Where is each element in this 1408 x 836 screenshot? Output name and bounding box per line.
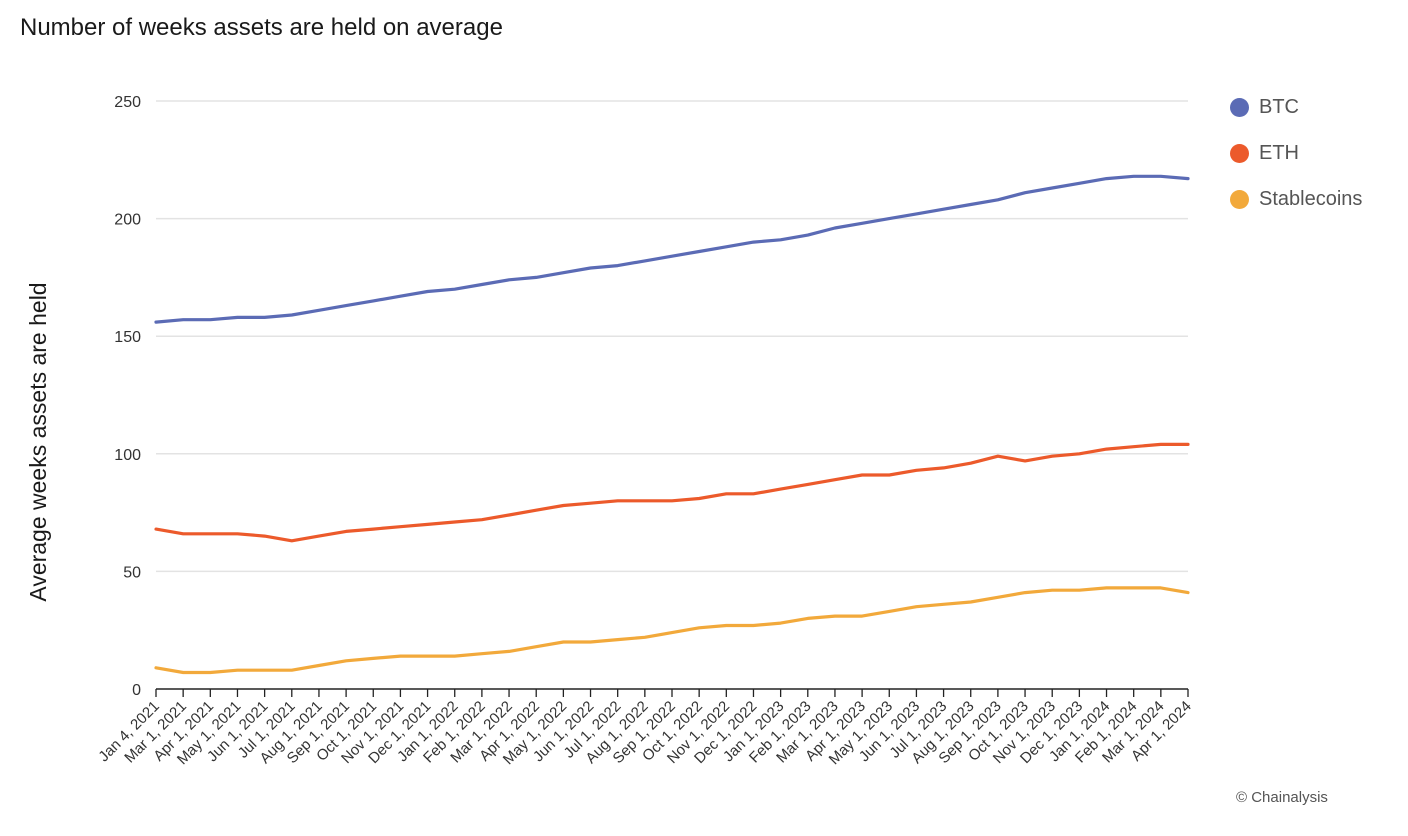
legend-dot-icon (1230, 143, 1249, 163)
legend-item-eth[interactable]: ETH (1230, 130, 1362, 176)
legend: BTC ETH Stablecoins (1230, 84, 1362, 222)
y-tick-label: 0 (132, 682, 141, 699)
legend-item-stablecoins[interactable]: Stablecoins (1230, 176, 1362, 222)
legend-dot-icon (1230, 189, 1249, 209)
y-tick-label: 150 (114, 329, 141, 346)
y-tick-label: 50 (123, 564, 141, 581)
legend-label: ETH (1259, 141, 1299, 164)
legend-label: BTC (1259, 95, 1299, 118)
y-axis-ticks: 0 50 100 150 200 250 (114, 94, 141, 699)
series-line-eth[interactable] (154, 442, 1190, 543)
legend-item-btc[interactable]: BTC (1230, 84, 1362, 130)
series-line-btc[interactable] (154, 174, 1190, 324)
legend-dot-icon (1230, 97, 1249, 117)
legend-label: Stablecoins (1259, 187, 1363, 210)
credit-text: © Chainalysis (1236, 789, 1328, 806)
series-line-stablecoins[interactable] (154, 586, 1190, 675)
y-tick-label: 250 (114, 94, 141, 111)
y-tick-label: 200 (114, 212, 141, 229)
chart-title: Number of weeks assets are held on avera… (20, 14, 503, 41)
series-lines (154, 174, 1190, 675)
y-axis-label: Average weeks assets are held (25, 282, 51, 601)
grid-lines (156, 100, 1188, 573)
y-tick-label: 100 (114, 447, 141, 464)
